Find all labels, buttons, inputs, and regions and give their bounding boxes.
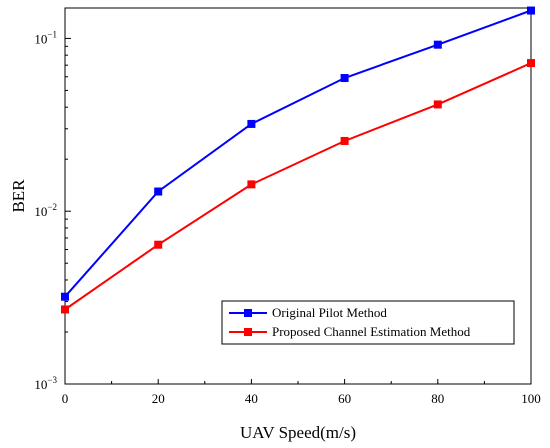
series-0-point [527, 6, 535, 15]
x-tick-label: 60 [338, 391, 351, 406]
x-tick-label: 20 [152, 391, 165, 406]
legend-label-0: Original Pilot Method [272, 305, 387, 320]
series-1-point [247, 180, 256, 189]
series-0-point [61, 292, 69, 301]
y-axis-title: BER [9, 179, 28, 213]
legend-box [221, 300, 515, 345]
x-tick-label: 100 [521, 391, 541, 406]
y-axis-ticks: 10−3 10−2 10−1 [34, 29, 71, 392]
series-0-point [340, 74, 349, 83]
series-1-point [61, 305, 69, 314]
x-axis-title: UAV Speed(m/s) [240, 423, 356, 442]
legend-marker-0 [244, 309, 252, 317]
series-1-point [340, 136, 349, 145]
y-tick-label: 10−2 [34, 202, 57, 219]
series-1-point [527, 59, 535, 68]
series-0-point [247, 119, 256, 128]
series-line-1 [64, 62, 532, 311]
series-0-point [154, 187, 163, 196]
plot-area: 0 20 40 60 80 100 10−3 10−2 10−1 [34, 6, 541, 406]
legend-label-1: Proposed Channel Estimation Method [272, 324, 471, 339]
x-tick-label: 40 [245, 391, 258, 406]
x-axis-ticks: 0 20 40 60 80 100 [62, 379, 541, 406]
series-0-point [433, 40, 442, 49]
x-tick-label: 0 [62, 391, 69, 406]
series-1-point [433, 100, 442, 109]
legend: Original Pilot Method Proposed Channel Es… [221, 300, 515, 345]
series-1-point [154, 240, 163, 249]
y-tick-label: 10−1 [34, 29, 57, 46]
x-tick-label: 80 [431, 391, 444, 406]
legend-marker-1 [244, 328, 252, 336]
series-layer [61, 6, 535, 314]
y-tick-label: 10−3 [34, 375, 57, 392]
series-line-0 [64, 9, 532, 298]
